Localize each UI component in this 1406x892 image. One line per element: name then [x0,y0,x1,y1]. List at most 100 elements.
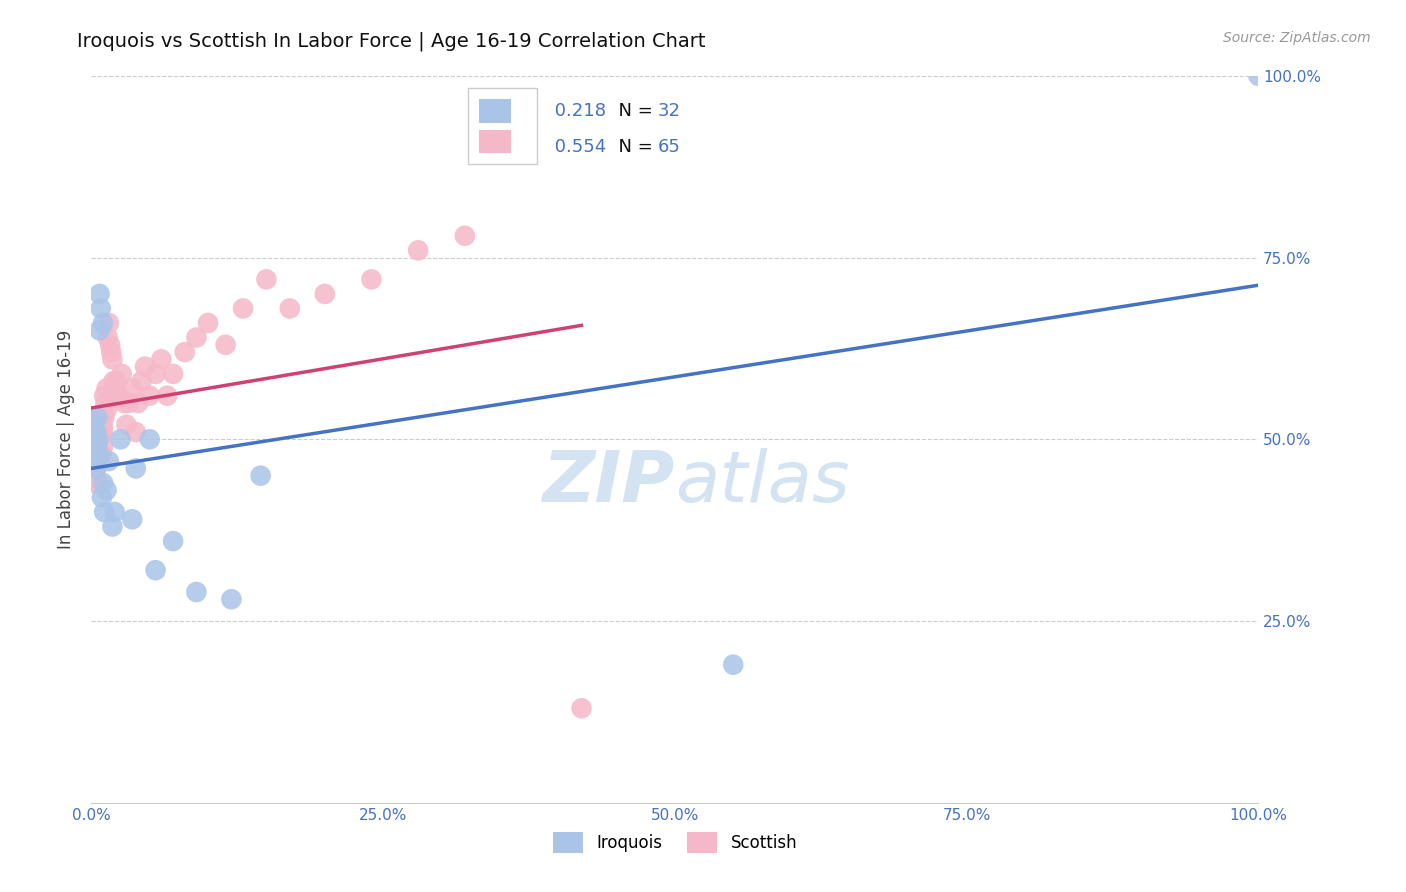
Text: 0.554: 0.554 [550,138,606,156]
Point [186,330,208,344]
Point [134,359,156,374]
Point [83,432,105,446]
Point [89,454,111,468]
Point [91,475,114,490]
Point [214,338,236,352]
Point [162,367,184,381]
Point [96,403,118,417]
Point [90,425,112,439]
Point [110,432,132,446]
Point [86,432,108,446]
Point [83,447,105,461]
Point [90,410,112,425]
Point [145,563,167,577]
Point [125,425,148,439]
Point [156,389,179,403]
Point [360,272,382,286]
Point [232,301,254,316]
Point [83,432,105,446]
Point [84,461,107,475]
Point [86,454,108,468]
Point [83,454,105,468]
Point [162,534,184,549]
Point [98,338,121,352]
Text: 32: 32 [658,102,681,120]
Y-axis label: In Labor Force | Age 16-19: In Labor Force | Age 16-19 [56,330,75,549]
Point [83,417,105,432]
Point [93,410,115,425]
Point [96,381,118,395]
Point [256,272,278,286]
Point [138,432,162,446]
Point [97,316,120,330]
Point [84,461,107,475]
Point [84,425,107,439]
Point [96,483,118,498]
Point [121,512,143,526]
Text: ZIP: ZIP [543,449,675,517]
Point [101,519,124,533]
Point [571,701,593,715]
Point [90,301,112,316]
Text: 65: 65 [658,138,681,156]
Point [87,447,110,461]
Text: Iroquois vs Scottish In Labor Force | Age 16-19 Correlation Chart: Iroquois vs Scottish In Labor Force | Ag… [77,31,706,51]
Point [82,475,104,490]
Legend: Iroquois, Scottish: Iroquois, Scottish [546,825,804,860]
Point [406,244,429,258]
Point [89,432,111,446]
Text: 0.218: 0.218 [550,102,606,120]
Point [723,657,745,672]
Point [83,417,105,432]
Point [89,417,111,432]
Point [314,287,336,301]
Point [127,396,149,410]
Point [87,447,110,461]
Point [101,352,124,367]
Point [84,432,107,446]
Point [121,381,143,395]
Point [89,323,111,337]
Point [111,367,134,381]
Point [87,475,110,490]
Point [91,417,114,432]
Point [94,396,117,410]
Text: N =: N = [607,138,659,156]
Point [93,389,115,403]
Text: N =: N = [607,102,659,120]
Point [90,447,112,461]
Point [90,447,112,461]
Point [104,381,127,395]
Point [91,440,114,454]
Point [221,592,243,607]
Point [97,330,120,344]
Text: R =: R = [496,102,536,120]
Point [93,505,115,519]
Point [84,410,107,425]
Point [197,316,219,330]
Point [103,374,125,388]
Point [97,454,120,468]
Point [87,432,110,446]
Point [115,417,138,432]
Point [131,374,153,388]
Point [91,316,114,330]
Text: atlas: atlas [675,449,849,517]
Point [86,410,108,425]
Point [118,396,141,410]
Point [83,454,105,468]
Text: R =: R = [496,138,536,156]
Point [138,389,162,403]
Text: Source: ZipAtlas.com: Source: ZipAtlas.com [1223,31,1371,45]
Point [104,505,127,519]
Point [125,461,148,475]
Point [86,417,108,432]
Point [90,491,112,505]
Point [105,374,128,388]
Point [83,425,105,439]
Point [82,447,104,461]
Point [1247,69,1270,83]
Point [454,228,477,243]
Point [86,440,108,454]
Point [112,396,135,410]
